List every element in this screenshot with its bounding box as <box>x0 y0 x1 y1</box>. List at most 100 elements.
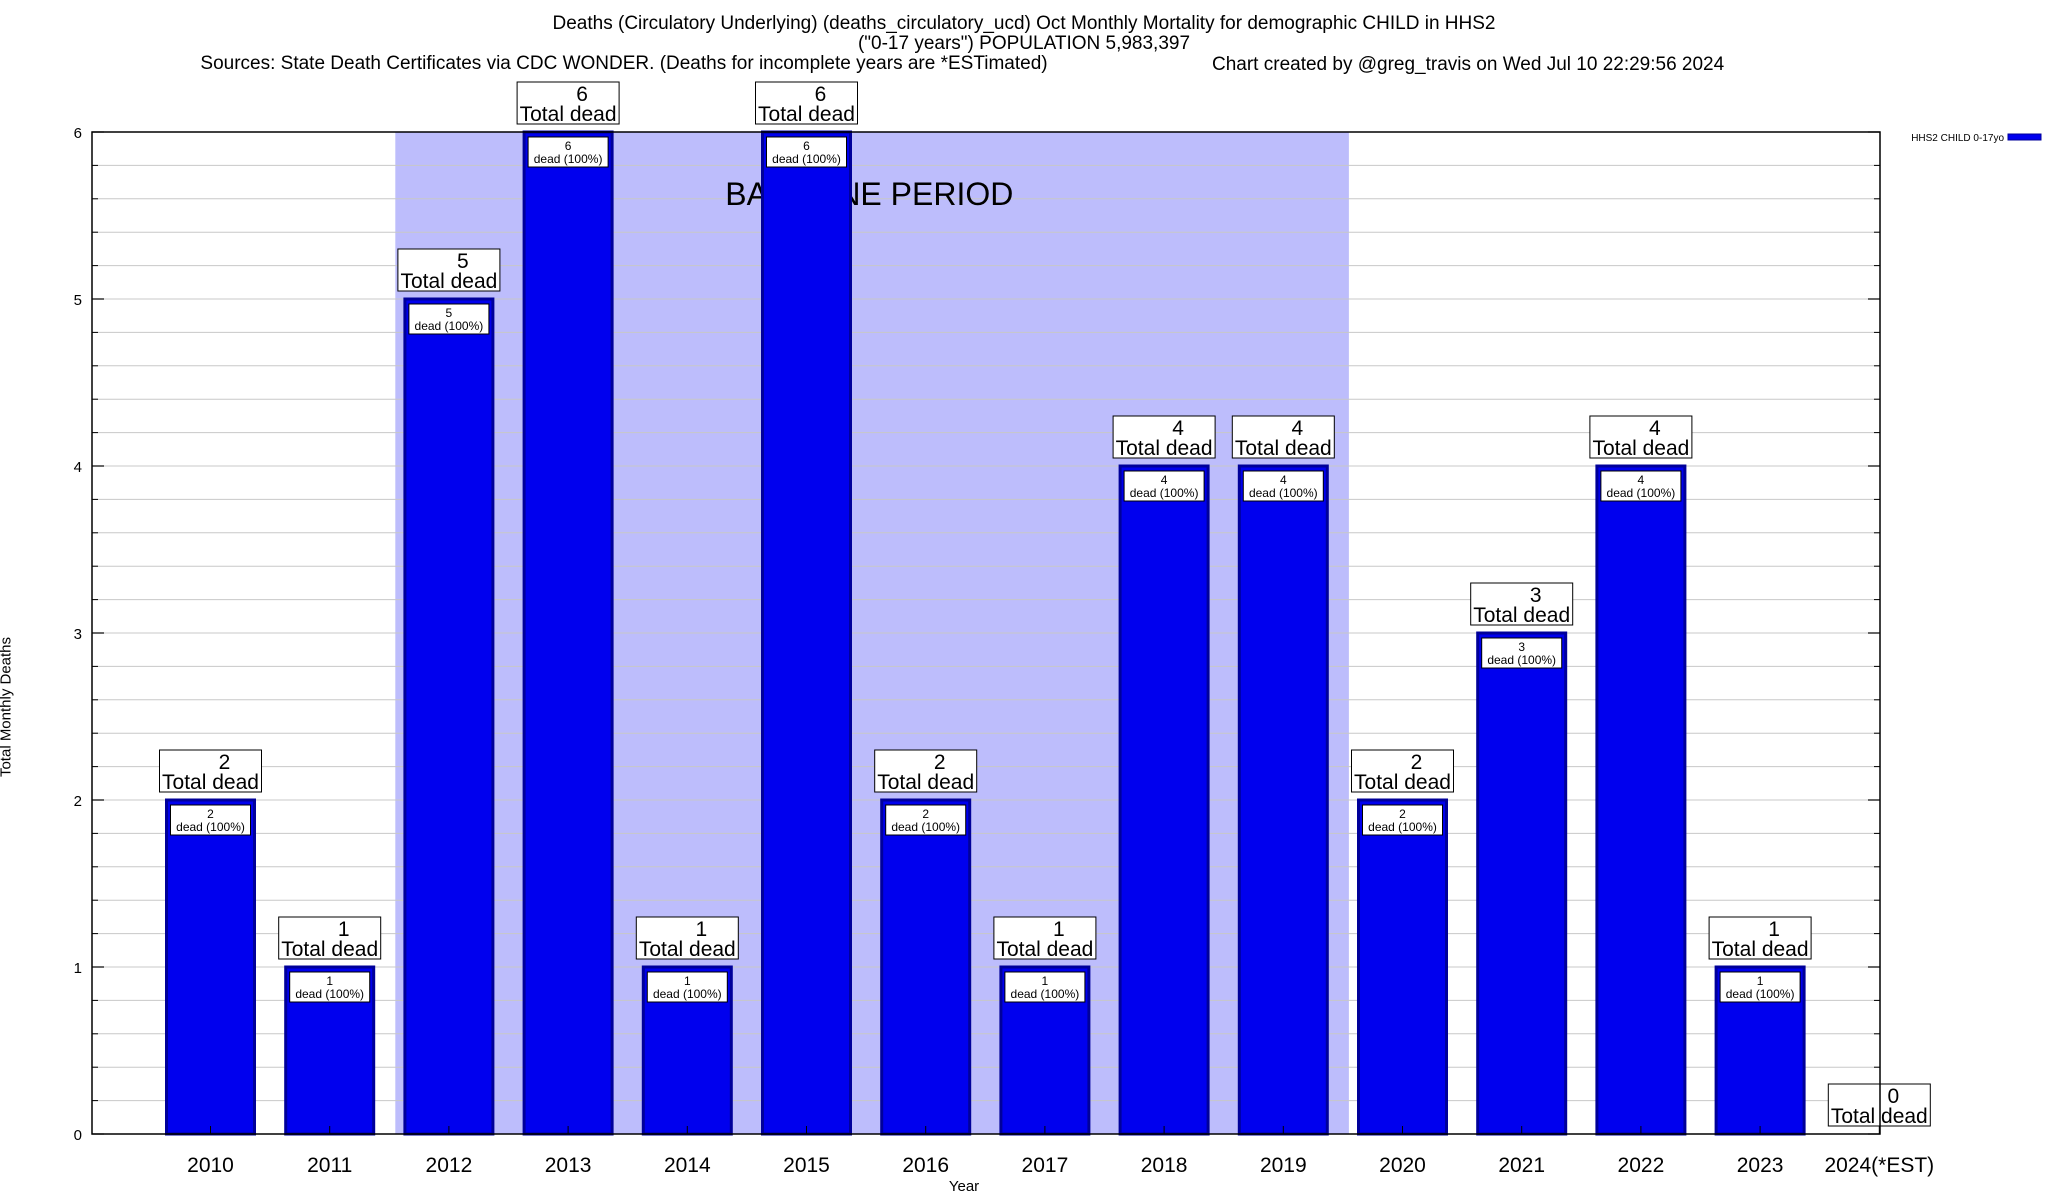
bar-total-label-box <box>874 749 978 793</box>
bar-inner-label-box <box>766 136 847 168</box>
y-tick-label: 2 <box>74 793 82 810</box>
bar-inner-label-box <box>170 804 251 836</box>
bar-total-label-box <box>397 248 501 292</box>
plot-border <box>91 131 1881 1135</box>
y-tick-label: 0 <box>74 1127 82 1144</box>
y-tick-label: 5 <box>74 292 82 309</box>
bar-inner-label-box <box>527 136 609 168</box>
bar-inner-label: dead (100%) <box>891 820 960 834</box>
x-tick-label: 2019 <box>1260 1154 1307 1177</box>
bar-total-value: 2 <box>1411 751 1423 774</box>
bar-inner-value: 6 <box>565 139 572 153</box>
x-tick-label: 2024(*EST) <box>1824 1154 1934 1177</box>
legend-label: HHS2 CHILD 0-17yo <box>1911 133 2004 144</box>
bar-total-value: 4 <box>1649 417 1661 440</box>
bar <box>1595 464 1687 1136</box>
x-tick-label: 2017 <box>1022 1154 1069 1177</box>
bar-total-value: 0 <box>1887 1085 1899 1108</box>
x-tick-label: 2012 <box>426 1154 473 1177</box>
bar <box>522 130 614 1136</box>
x-tick-label: 2011 <box>307 1154 352 1177</box>
bar-inner-value: 5 <box>446 306 453 320</box>
bar-inner-label: dead (100%) <box>772 152 841 166</box>
bar-inner-label-box <box>1481 637 1563 669</box>
x-tick-label: 2013 <box>545 1154 592 1177</box>
bar-total-value: 2 <box>219 751 231 774</box>
bar-inner-label-box <box>885 804 967 836</box>
bar <box>1118 464 1210 1136</box>
bar-total-value: 1 <box>1053 918 1065 941</box>
bar-inner-value: 3 <box>1518 640 1525 654</box>
bar-total-label-box <box>1231 415 1335 459</box>
bar-total-label: Total dead <box>520 103 617 126</box>
bar-inner-value: 2 <box>922 807 929 821</box>
bar-inner-label: dead (100%) <box>1607 486 1676 500</box>
bar-total-label-box <box>278 916 382 960</box>
bar-inner-label: dead (100%) <box>1368 820 1437 834</box>
bar-inner-label-box <box>1362 804 1443 836</box>
bar-total-value: 3 <box>1530 584 1542 607</box>
bar-total-label: Total dead <box>162 771 259 794</box>
bar-total-label-box <box>1589 415 1693 459</box>
bar-total-label-box <box>159 749 262 793</box>
bar-inner-value: 1 <box>1042 974 1049 988</box>
bar-total-value: 4 <box>1172 417 1184 440</box>
bar-inner-label-box <box>1719 971 1801 1003</box>
bar-total-value: 1 <box>1768 918 1780 941</box>
bar-total-label-box <box>516 81 620 125</box>
bar-total-label: Total dead <box>1473 604 1570 627</box>
bar-total-label: Total dead <box>1116 437 1213 460</box>
bar-inner-value: 4 <box>1161 473 1168 487</box>
bar-inner-label-box <box>646 971 728 1003</box>
bar <box>165 798 256 1136</box>
bar-total-label: Total dead <box>1712 938 1809 961</box>
chart-subtitle: ("0-17 years") POPULATION 5,983,397 <box>857 33 1191 54</box>
bar-inner-value: 4 <box>1280 473 1287 487</box>
bar-total-value: 6 <box>576 83 588 106</box>
x-tick-label: 2010 <box>187 1154 234 1177</box>
bar-total-label-box <box>1112 415 1216 459</box>
bar-total-value: 1 <box>338 918 350 941</box>
bar-inner-label: dead (100%) <box>1487 653 1556 667</box>
bar-inner-label-box <box>1123 470 1205 502</box>
bar-inner-label-box <box>1600 470 1682 502</box>
y-tick-label: 6 <box>74 125 82 142</box>
bar-inner-value: 4 <box>1638 473 1645 487</box>
bar-inner-label: dead (100%) <box>534 152 603 166</box>
bar-inner-label-box <box>408 303 490 335</box>
bar-total-label: Total dead <box>400 270 497 293</box>
chart-credit: Chart created by @greg_travis on Wed Jul… <box>1212 54 1725 75</box>
bar-inner-label-box <box>289 971 371 1003</box>
bar-total-label: Total dead <box>1354 771 1451 794</box>
bar-inner-value: 1 <box>1757 974 1764 988</box>
bar-inner-value: 1 <box>684 974 691 988</box>
bar-inner-label: dead (100%) <box>176 820 245 834</box>
bar-total-value: 2 <box>934 751 946 774</box>
x-tick-label: 2021 <box>1498 1154 1545 1177</box>
x-tick-label: 2014 <box>664 1154 711 1177</box>
y-tick-label: 3 <box>74 626 82 643</box>
y-tick-label: 4 <box>74 459 82 476</box>
x-tick-label: 2016 <box>902 1154 949 1177</box>
bar-total-label: Total dead <box>1592 437 1689 460</box>
bar-total-label: Total dead <box>758 103 855 126</box>
bar <box>1476 631 1568 1136</box>
bar-total-label: Total dead <box>639 938 736 961</box>
bar-inner-label: dead (100%) <box>1011 987 1080 1001</box>
bar-total-value: 5 <box>457 250 469 273</box>
bar-total-value: 4 <box>1291 417 1303 440</box>
chart-sources: Sources: State Death Certificates via CD… <box>200 53 1048 74</box>
bar-inner-label: dead (100%) <box>1726 987 1795 1001</box>
bar-total-value: 6 <box>815 83 827 106</box>
bar <box>1357 798 1448 1136</box>
bar-inner-value: 6 <box>803 139 810 153</box>
bar-total-label: Total dead <box>996 938 1093 961</box>
bar <box>761 130 852 1136</box>
bar-total-value: 1 <box>695 918 707 941</box>
bar-total-label: Total dead <box>1235 437 1332 460</box>
bar-inner-value: 2 <box>1399 807 1406 821</box>
x-tick-label: 2015 <box>783 1154 830 1177</box>
bar-total-label-box <box>1470 582 1574 626</box>
x-tick-label: 2020 <box>1379 1154 1426 1177</box>
bar-total-label-box <box>1708 916 1812 960</box>
